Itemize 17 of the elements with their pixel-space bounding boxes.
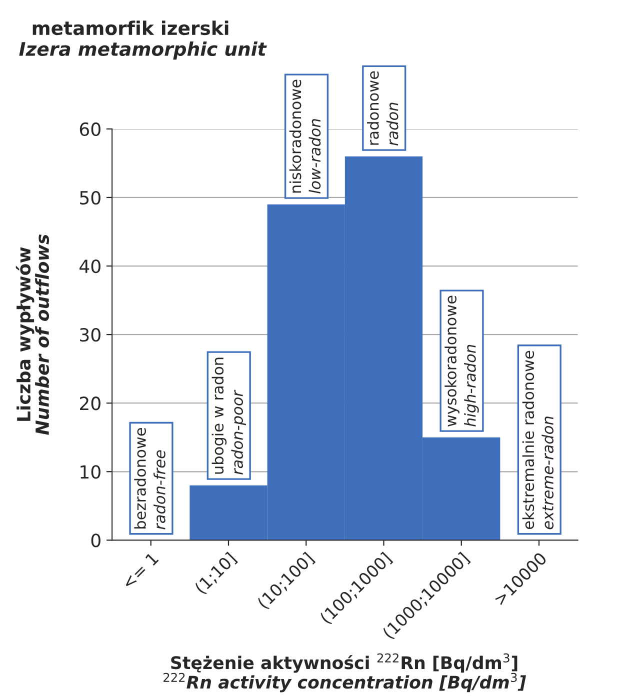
- y-axis-title: Liczba wypływów Number of outflows: [16, 234, 50, 435]
- text: Stężenie aktywności $^{222}$Rn [Bq/dm$^{3}$] $^{222}$Rn activity concentration [Bq/dm$^{3}$]: [164, 653, 526, 692]
- chart-title: metamorfik izerski: [32, 20, 228, 36]
- y-tick-label: 10: [80, 465, 100, 479]
- annotation: ekstremalnie radonowe extreme-radon: [522, 350, 554, 530]
- x-tick-label: <= 1: [121, 552, 159, 590]
- annotation: niskoradonowe low-radon: [289, 80, 321, 194]
- y-tick-label: 40: [80, 259, 100, 274]
- y-tick-label: 20: [80, 396, 100, 410]
- annotation: radonowe radon: [367, 71, 398, 146]
- y-tick-label: 0: [91, 534, 100, 548]
- annotation: bezradonowe radon-free: [134, 428, 166, 530]
- y-tick-label: 60: [80, 122, 100, 136]
- annotation: wysokoradonowe high-radon: [444, 296, 479, 427]
- y-tick-label: 30: [80, 328, 100, 342]
- y-tick-label: 50: [80, 190, 100, 205]
- chart-subtitle: Izera metamorphic unit: [19, 42, 267, 60]
